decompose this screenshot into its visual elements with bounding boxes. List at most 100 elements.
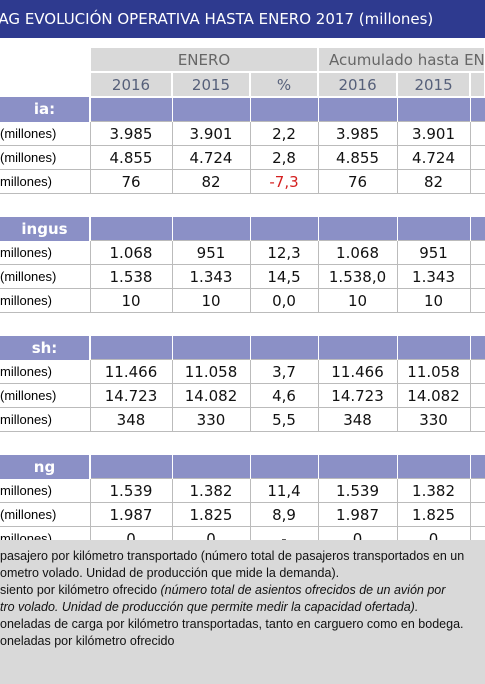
note-text: siento por kilómetro ofrecido — [0, 583, 161, 597]
column-header: % — [248, 71, 320, 98]
cell: 348 — [89, 407, 173, 432]
cell: 76 — [89, 169, 173, 194]
section-row: sh: — [0, 336, 485, 360]
cell: 348 — [317, 407, 398, 432]
group-header: ENERO — [88, 46, 320, 73]
section-fill — [249, 97, 319, 122]
section-title: ia: — [0, 97, 91, 122]
data-row: millones) 11.466 11.058 3,7 11.466 11.058 — [0, 359, 485, 384]
section-row: ia: — [0, 97, 485, 122]
cell: 1.539 — [89, 478, 173, 503]
cell: 1.068 — [89, 240, 173, 265]
cell: 1.987 — [317, 502, 398, 527]
cell: 2,2 — [249, 121, 319, 146]
table: ENERO Acumulado hasta ENE 2016 2015% 2016 201… — [0, 46, 485, 551]
section-fill — [469, 217, 485, 241]
cell: 10 — [89, 288, 173, 313]
column-header: 2015 — [396, 71, 472, 98]
gap — [0, 194, 485, 218]
cell: 82 — [171, 169, 251, 194]
cell: 951 — [396, 240, 471, 265]
section-fill — [396, 97, 471, 122]
cell: 1.382 — [396, 478, 471, 503]
cell: 4.724 — [171, 145, 251, 170]
cell: 10 — [317, 288, 398, 313]
section-fill — [396, 217, 471, 241]
cell: 14.082 — [171, 383, 251, 408]
cell: 8,9 — [249, 502, 319, 527]
section-fill — [89, 455, 172, 479]
cell: 3.901 — [171, 121, 251, 146]
section-fill — [249, 336, 319, 360]
row-label: millones) — [0, 407, 91, 432]
section-fill — [396, 336, 471, 360]
section-fill — [89, 97, 172, 122]
column-header — [469, 71, 485, 98]
row-label: (millones) — [0, 121, 91, 146]
title-bar: IAG EVOLUCIÓN OPERATIVA HASTA ENERO 2017… — [0, 0, 485, 38]
section-title: ingus — [0, 217, 91, 241]
section-fill — [317, 97, 398, 122]
data-row: millones) 348 330 5,5 348 330 — [0, 407, 485, 432]
section-row: ingus — [0, 217, 485, 241]
cell: 0,0 — [249, 288, 319, 313]
header-row: 2016 2015% 2016 2015 — [0, 71, 485, 98]
row-label: millones) — [0, 169, 91, 194]
gap — [0, 313, 485, 337]
note-text: oneladas por kilómetro ofrecido — [0, 634, 175, 648]
cell: 14.723 — [317, 383, 398, 408]
cell: 14.082 — [396, 383, 471, 408]
row-label: millones) — [0, 359, 91, 384]
row-label: (millones) — [0, 383, 91, 408]
section-fill — [249, 455, 319, 479]
row-label: (millones) — [0, 145, 91, 170]
gap-cell — [0, 432, 90, 456]
cell: 4.855 — [317, 145, 398, 170]
cell: 1.068 — [317, 240, 398, 265]
cell: 1.825 — [171, 502, 251, 527]
section-fill — [171, 455, 250, 479]
cell — [469, 145, 485, 170]
data-row: (millones) 14.723 14.082 4,6 14.723 14.082 — [0, 383, 485, 408]
section-fill — [171, 217, 250, 241]
data-row: millones) 10 10 0,0 10 10 — [0, 288, 485, 313]
data-row: millones) 1.539 1.382 11,4 1.539 1.382 — [0, 478, 485, 503]
note-line: oneladas por kilómetro ofrecido — [0, 633, 485, 650]
cell: 11.058 — [396, 359, 471, 384]
row-label: millones) — [0, 240, 91, 265]
note-line: oneladas de carga por kilómetro transpor… — [0, 616, 485, 633]
note-line: tro volado. Unidad de producción que per… — [0, 599, 485, 616]
cell: 5,5 — [249, 407, 319, 432]
data-row: millones) 1.068 951 12,3 1.068 951 — [0, 240, 485, 265]
corner — [0, 72, 90, 97]
section-fill — [469, 336, 485, 360]
cell: 330 — [396, 407, 471, 432]
cell — [469, 240, 485, 265]
cell: 1.539 — [317, 478, 398, 503]
section-title: ng — [0, 455, 91, 479]
cell — [469, 359, 485, 384]
cell: 11.058 — [171, 359, 251, 384]
section-fill — [171, 97, 250, 122]
cell: 330 — [171, 407, 251, 432]
row-label: millones) — [0, 478, 91, 503]
section-fill — [249, 217, 319, 241]
cell — [469, 478, 485, 503]
section-fill — [89, 217, 172, 241]
column-header: 2016 — [317, 71, 399, 98]
cell — [469, 169, 485, 194]
note-line: pasajero por kilómetro transportado (núm… — [0, 548, 485, 565]
cell: 3.985 — [89, 121, 173, 146]
note-text: oneladas de carga por kilómetro transpor… — [0, 617, 464, 631]
cell: 3.901 — [396, 121, 471, 146]
cell: 1.343 — [396, 264, 471, 289]
cell: 12,3 — [249, 240, 319, 265]
cell: 3.985 — [317, 121, 398, 146]
cell: 82 — [396, 169, 471, 194]
data-row: (millones) 1.538 1.343 14,5 1.538,0 1.343 — [0, 264, 485, 289]
cell: 1.538,0 — [317, 264, 398, 289]
cell: 14.723 — [89, 383, 173, 408]
cell: 2,8 — [249, 145, 319, 170]
note-text: ometro volado. Unidad de producción que … — [0, 566, 340, 580]
cell: 1.825 — [396, 502, 471, 527]
